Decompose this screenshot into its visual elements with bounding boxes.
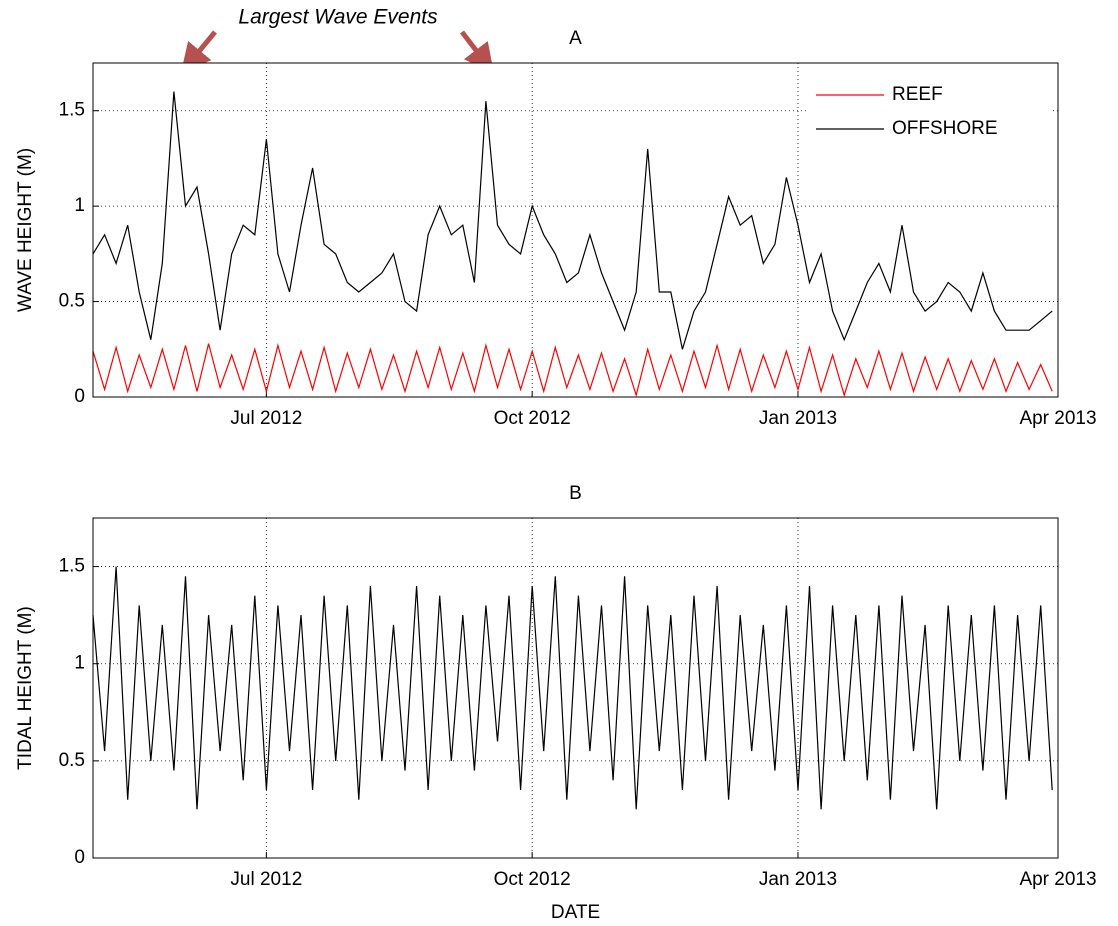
annotation-arrow [180,30,217,74]
x-axis-label: DATE [551,902,600,923]
y-tick-label: 0 [74,386,85,407]
panel-title: B [569,483,582,504]
x-tick-label: Jul 2012 [230,869,302,890]
annotation: Largest Wave Events [238,6,438,29]
y-axis-label: TIDAL HEIGHT (M) [15,606,36,770]
data-line [92,566,1053,810]
annotation-arrow [460,30,495,74]
x-tick-label: Apr 2013 [1019,869,1096,890]
y-tick-label: 0.5 [59,750,85,771]
y-tick-label: 0 [74,847,85,868]
y-tick-label: 1.5 [59,100,85,121]
plot-frame [92,517,1059,859]
plot-frame [92,62,1059,398]
data-line [92,343,1053,398]
y-tick-label: 1 [74,653,85,674]
y-tick-label: 0.5 [59,291,85,312]
panel-title: A [569,28,582,49]
y-tick-label: 1.5 [59,556,85,577]
data-line [92,91,1053,350]
y-tick-label: 1 [74,195,85,216]
plot-area [93,518,1058,858]
legend-label: REEF [892,84,943,105]
x-tick-label: Oct 2012 [494,869,571,890]
x-tick-label: Jul 2012 [230,408,302,429]
legend-label: OFFSHORE [892,118,998,139]
x-tick-label: Jan 2013 [759,869,837,890]
x-tick-label: Oct 2012 [494,408,571,429]
x-tick-label: Apr 2013 [1019,408,1096,429]
y-axis-label: WAVE HEIGHT (M) [15,148,36,312]
legend-box [808,71,1052,149]
x-tick-label: Jan 2013 [759,408,837,429]
